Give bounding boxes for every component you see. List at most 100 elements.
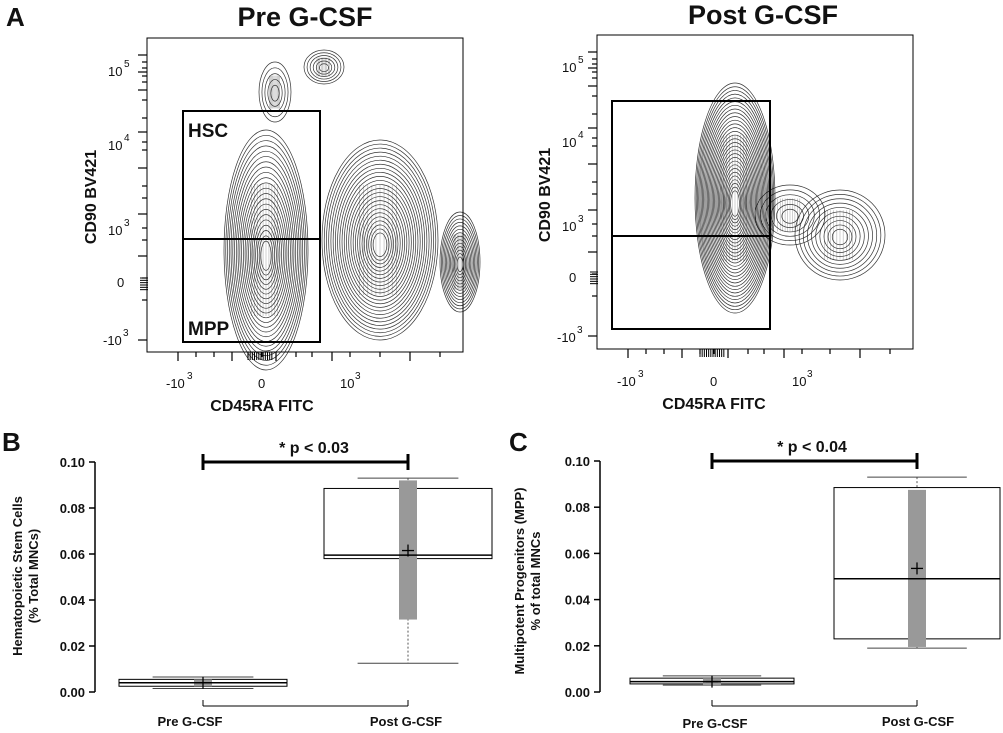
post-cluster-main-ring-10	[706, 119, 764, 281]
pre-cluster-small-ring-0	[258, 61, 292, 123]
pre-cluster-mid-ring-8	[339, 171, 421, 312]
mpp-ytick-label-3: 0.06	[565, 546, 590, 561]
post-cluster-right-ring-4	[811, 207, 869, 265]
pre-cluster-hsc-ring-10	[241, 182, 291, 323]
y-tick-exp-post-4: 3	[577, 325, 583, 336]
y-axis-label-hsc-line2: (% Total MNCs)	[26, 529, 41, 623]
y-tick-exp-pre-2: 3	[124, 218, 130, 229]
mpp-ytick-label-0: 0.00	[565, 685, 590, 700]
pre-cluster-hsc-ring-9	[239, 177, 293, 328]
post-cluster-main-ring-6	[702, 104, 768, 294]
pre-cluster-top-ring-2	[309, 55, 339, 80]
flow-title-post: Post G-CSF	[688, 0, 838, 30]
x-tick-exp-post-0: 3	[638, 369, 644, 380]
pre-cluster-mid-ring-9	[341, 176, 419, 308]
panel-letter-c: C	[509, 427, 528, 457]
pre-cluster-top-ring-0	[303, 49, 345, 85]
y-tick-post-1: 10	[562, 135, 576, 150]
pre-cluster-right-ring-4	[444, 225, 476, 300]
pre-cluster-hsc-ring-4	[230, 150, 302, 352]
pre-cluster-mid-ring-0	[321, 139, 439, 341]
pre-cluster-mid-ring-3	[328, 151, 432, 330]
x-tick-post-0: -10	[617, 374, 636, 389]
pre-cluster-right-ring-3	[443, 222, 477, 304]
x-tick-hsc-post: Post G-CSF	[370, 714, 442, 729]
pre-cluster-right-ring-6	[447, 232, 473, 294]
post-cluster-bridge-ring-2	[765, 194, 815, 237]
pre-cluster-hsc-ring-1	[225, 134, 307, 366]
pre-cluster-hsc-ring-0	[223, 129, 309, 371]
hsc-ytick-label-3: 0.06	[60, 547, 85, 562]
post-cluster-right-ring-2	[802, 198, 878, 273]
flow-title-pre: Pre G-CSF	[237, 2, 372, 32]
y-tick-exp-post-2: 3	[578, 214, 584, 225]
y-axis-label-pre: CD90 BV421	[83, 150, 100, 244]
post-cluster-main-ring-1	[695, 86, 775, 311]
pre-cluster-hsc-ring-7	[235, 166, 297, 338]
y-tick-exp-pre-4: 3	[123, 328, 129, 339]
significance-mpp: * p < 0.04	[777, 439, 847, 456]
y-axis-label-post: CD90 BV421	[537, 148, 554, 242]
panel-letter-a: A	[6, 2, 25, 32]
mpp-ytick-label-4: 0.08	[565, 500, 590, 515]
y-axis-label-hsc-line1: Hematopoietic Stem Cells	[10, 496, 25, 656]
x-tick-post-2: 10	[792, 374, 806, 389]
post-cluster-main-ring-12	[709, 127, 761, 274]
post-cluster-main-ring-9	[705, 116, 765, 284]
pre-cluster-mid-ring-6	[334, 163, 426, 319]
y-tick-pre-1: 10	[108, 138, 122, 153]
y-tick-post-0: 10	[562, 60, 576, 75]
pre-cluster-mid-ring-7	[337, 167, 423, 315]
y-tick-post-2: 10	[562, 219, 576, 234]
post-cluster-main-ring-0	[694, 82, 776, 314]
contours-post	[588, 51, 891, 358]
post-cluster-main-ring-3	[698, 93, 772, 304]
pre-cluster-mid-ring-4	[330, 155, 430, 326]
x-tick-pre-2: 10	[340, 376, 354, 391]
x-tick-exp-post-2: 3	[807, 369, 813, 380]
post-cluster-right-ring-1	[798, 194, 882, 277]
pre-cluster-right-ring-5	[446, 228, 474, 297]
pre-cluster-right-ring-1	[440, 215, 480, 310]
flow-frame-pre	[146, 37, 464, 353]
post-cluster-main-ring-2	[697, 90, 773, 307]
mpp-ytick-label-1: 0.02	[565, 639, 590, 654]
pre-cluster-hsc-ring-2	[227, 140, 305, 361]
x-tick-mpp-pre: Pre G-CSF	[682, 716, 747, 731]
flow-plot-pre: Pre G-CSF HSC MPP 10 5 10 4 10 3 0 -10 3…	[83, 2, 481, 415]
x-tick-pre-1: 0	[258, 376, 265, 391]
pre-cluster-top-ring-1	[306, 52, 342, 82]
x-tick-pre-0: -10	[166, 376, 185, 391]
pre-cluster-small-ring-1	[261, 67, 289, 118]
pre-cluster-hsc-ring-8	[237, 171, 295, 333]
pre-cluster-mid-ring-1	[323, 143, 437, 337]
pre-cluster-mid-ring-11	[346, 184, 414, 301]
x-axis-label-pre: CD45RA FITC	[210, 398, 314, 415]
hsc-ytick-label-2: 0.04	[60, 593, 86, 608]
x-tick-post-1: 0	[710, 374, 717, 389]
pre-cluster-mid-ring-10	[343, 180, 417, 305]
y-tick-pre-4: -10	[103, 333, 122, 348]
y-axis-label-mpp-line1: Multipotent Progenitors (MPP)	[512, 487, 527, 674]
post-cluster-main-ring-8	[704, 112, 766, 287]
y-axis-label-mpp-line2: % of total MNCs	[528, 532, 543, 631]
y-tick-post-4: -10	[557, 330, 576, 345]
mpp-ytick-label-5: 0.10	[565, 454, 590, 469]
y-tick-exp-post-1: 4	[578, 130, 584, 141]
hsc-ytick-label-0: 0.00	[60, 685, 85, 700]
x-tick-hsc-pre: Pre G-CSF	[157, 714, 222, 729]
y-tick-pre-0: 10	[108, 64, 122, 79]
pre-cluster-right-ring-2	[442, 218, 478, 307]
box-plot-hsc: Hematopoietic Stem Cells (% Total MNCs) …	[10, 440, 493, 729]
mpp-ytick-label-2: 0.04	[565, 593, 591, 608]
gate-label-mpp: MPP	[188, 319, 230, 340]
contours-pre	[138, 49, 481, 371]
significance-hsc: * p < 0.03	[279, 440, 349, 457]
gate-hsc-mpp	[182, 110, 321, 343]
post-cluster-bridge-ring-1	[760, 189, 820, 242]
gate-post	[611, 100, 771, 330]
pre-cluster-mid-ring-2	[326, 147, 434, 334]
y-tick-pre-3: 0	[117, 275, 124, 290]
y-tick-post-3: 0	[569, 270, 576, 285]
